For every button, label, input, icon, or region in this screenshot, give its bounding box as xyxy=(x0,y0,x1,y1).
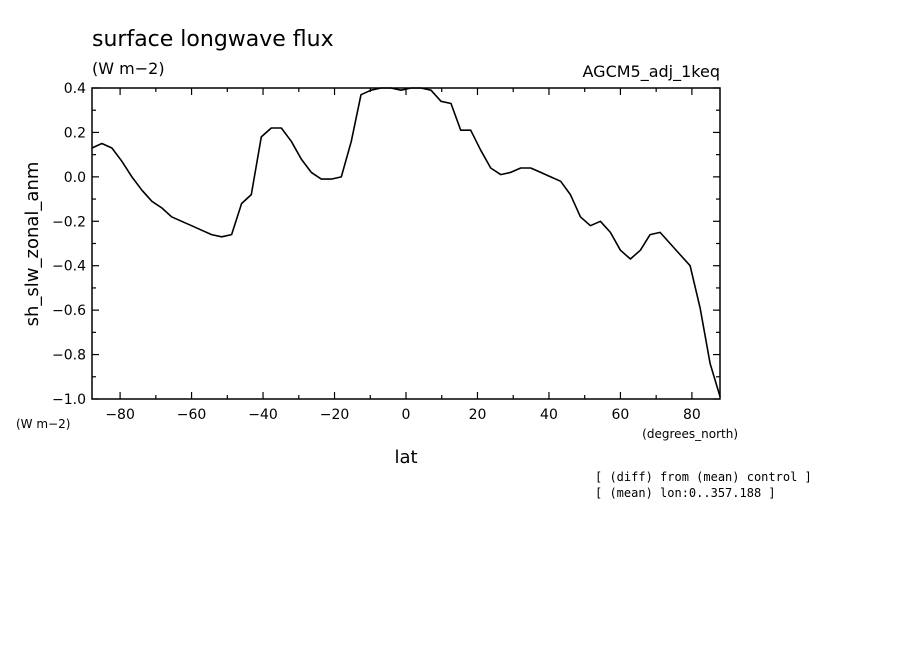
y-tick-label: −0.8 xyxy=(52,348,86,364)
y-tick-label: −0.6 xyxy=(52,303,86,319)
y-axis-label: sh_slw_zonal_anm xyxy=(22,162,43,327)
x-tick-labels: −80 −60 −40 −20 0 20 40 60 80 xyxy=(105,407,701,423)
y-axis-units: (W m−2) xyxy=(16,417,70,431)
y-tick-label: 0.0 xyxy=(64,170,86,186)
x-tick-label: 0 xyxy=(402,407,411,423)
note-diff: [ (diff) from (mean) control ] xyxy=(595,470,812,484)
chart-title: surface longwave flux xyxy=(92,27,334,52)
x-tick-label: −40 xyxy=(248,407,278,423)
y-tick-labels: 0.4 0.2 0.0 −0.2 −0.4 −0.6 −0.8 −1.0 xyxy=(52,81,86,408)
y-tick-label: 0.2 xyxy=(64,125,86,141)
y-tick-label: −0.2 xyxy=(52,214,86,230)
run-name: AGCM5_adj_1keq xyxy=(583,62,721,82)
x-axis-units: (degrees_north) xyxy=(642,427,738,441)
x-tick-label: 20 xyxy=(469,407,487,423)
axis-ticks xyxy=(92,87,720,400)
x-tick-label: −20 xyxy=(320,407,350,423)
chart-units: (W m−2) xyxy=(92,59,165,78)
series-line xyxy=(91,87,721,398)
x-tick-label: 40 xyxy=(540,407,558,423)
x-axis-label: lat xyxy=(394,447,417,468)
y-tick-label: 0.4 xyxy=(64,81,86,97)
x-tick-label: −80 xyxy=(105,407,135,423)
note-mean: [ (mean) lon:0..357.188 ] xyxy=(595,486,776,500)
y-tick-label: −0.4 xyxy=(52,259,86,275)
x-tick-label: 60 xyxy=(612,407,630,423)
x-tick-label: 80 xyxy=(683,407,701,423)
plot-frame xyxy=(91,87,721,400)
x-tick-label: −60 xyxy=(177,407,207,423)
y-tick-label: −1.0 xyxy=(52,392,86,408)
